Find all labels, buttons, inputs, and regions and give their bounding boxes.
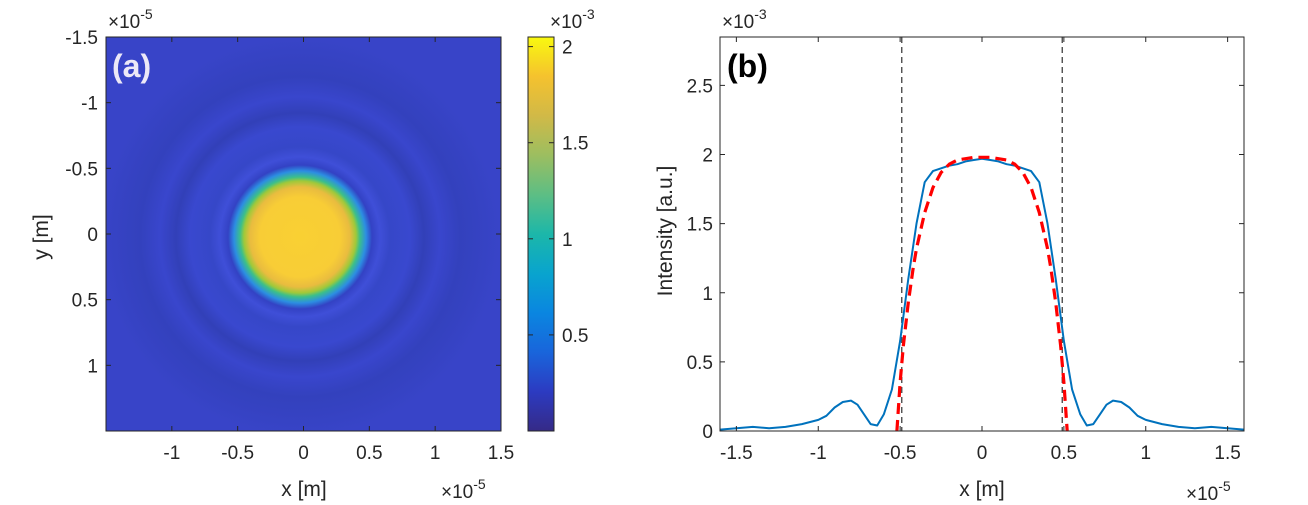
panel-b-y-ticks: 0 0.5 1 1.5 2 2.5 xyxy=(687,76,1244,443)
panel-b-x-tick-label: 1.5 xyxy=(1214,443,1240,464)
heatmap-image xyxy=(106,37,501,431)
panel-b-x-exponent: ×10-5 xyxy=(1186,478,1231,505)
colorbar-ticks: 0.5 1 1.5 2 xyxy=(528,38,588,347)
panel-a-x-tick-label: -0.5 xyxy=(221,443,254,464)
panel-b-x-tick-label: 0.5 xyxy=(1051,443,1077,464)
panel-a-y-tick-label: 0 xyxy=(87,225,98,246)
panel-a-ylabel: y [m] xyxy=(30,214,53,260)
panel-a-x-tick-label: 0 xyxy=(298,443,309,464)
panel-b-y-tick-label: 1.5 xyxy=(687,215,713,236)
colorbar-image xyxy=(528,37,554,431)
panel-a: -1 -0.5 0 0.5 1 1.5 -1.5 -1 -0.5 0 0.5 1 (a) x [m]… xyxy=(30,6,514,503)
panel-b-y-tick-label: 1 xyxy=(702,284,713,305)
panel-a-y-tick-label: -1 xyxy=(81,94,98,115)
colorbar-box xyxy=(527,36,555,432)
panel-b-xlabel: x [m] xyxy=(959,478,1005,501)
panel-a-axes-box xyxy=(105,36,502,432)
colorbar: 0.5 1 1.5 2 ×10-3 xyxy=(527,6,595,432)
panel-a-x-tick-label: 0.5 xyxy=(356,443,382,464)
panel-a-x-tick-label: 1.5 xyxy=(488,443,514,464)
panel-b-label: (b) xyxy=(727,48,768,84)
panel-b-y-tick-label: 0 xyxy=(702,422,713,443)
panel-b: -1.5 -1 -0.5 0 0.5 1 1.5 0 0.5 1 1.5 2 2.5 (b) x [m… xyxy=(654,6,1245,505)
panel-b-y-tick-label: 2 xyxy=(702,146,713,167)
panel-a-y-tick-label: 0.5 xyxy=(72,291,98,312)
colorbar-tick-label: 1.5 xyxy=(562,134,588,155)
panel-b-y-exponent: ×10-3 xyxy=(722,6,767,33)
panel-a-y-tick-label: -1.5 xyxy=(65,28,98,49)
panel-a-xlabel: x [m] xyxy=(281,478,327,501)
panel-b-x-tick-label: 0 xyxy=(977,443,988,464)
panel-b-y-tick-label: 2.5 xyxy=(687,76,713,97)
panel-a-y-tick-label: 1 xyxy=(87,356,98,377)
panel-a-label: (a) xyxy=(112,48,151,84)
panel-a-y-tick-label: -0.5 xyxy=(65,159,98,180)
panel-b-ylabel: Intensity [a.u.] xyxy=(654,166,677,297)
panel-a-x-tick-label: -1 xyxy=(163,443,180,464)
panel-b-x-tick-label: -0.5 xyxy=(884,443,917,464)
panel-b-x-tick-label: 1 xyxy=(1140,443,1151,464)
panel-b-axes-box xyxy=(719,36,1245,432)
panel-b-x-tick-label: -1.5 xyxy=(720,443,753,464)
panel-a-x-tick-label: 1 xyxy=(430,443,441,464)
panel-b-x-ticks: -1.5 -1 -0.5 0 0.5 1 1.5 xyxy=(720,37,1241,464)
panel-b-y-tick-label: 0.5 xyxy=(687,353,713,374)
panel-b-x-tick-label: -1 xyxy=(810,443,827,464)
panel-a-y-ticks: -1.5 -1 -0.5 0 0.5 1 xyxy=(65,28,501,377)
panel-a-x-exponent: ×10-5 xyxy=(441,476,486,503)
colorbar-tick-label: 0.5 xyxy=(562,326,588,347)
colorbar-exponent: ×10-3 xyxy=(550,6,595,33)
panel-b-series xyxy=(720,155,1244,431)
colorbar-tick-label: 1 xyxy=(562,230,573,251)
panel-b-vertical-lines xyxy=(901,37,1063,431)
intensity-profile-line xyxy=(720,157,1244,431)
panel-a-x-ticks: -1 -0.5 0 0.5 1 1.5 xyxy=(163,37,514,464)
panel-a-y-exponent: ×10-5 xyxy=(108,6,153,33)
colorbar-tick-label: 2 xyxy=(562,38,573,59)
fit-curve-line xyxy=(895,155,1069,431)
